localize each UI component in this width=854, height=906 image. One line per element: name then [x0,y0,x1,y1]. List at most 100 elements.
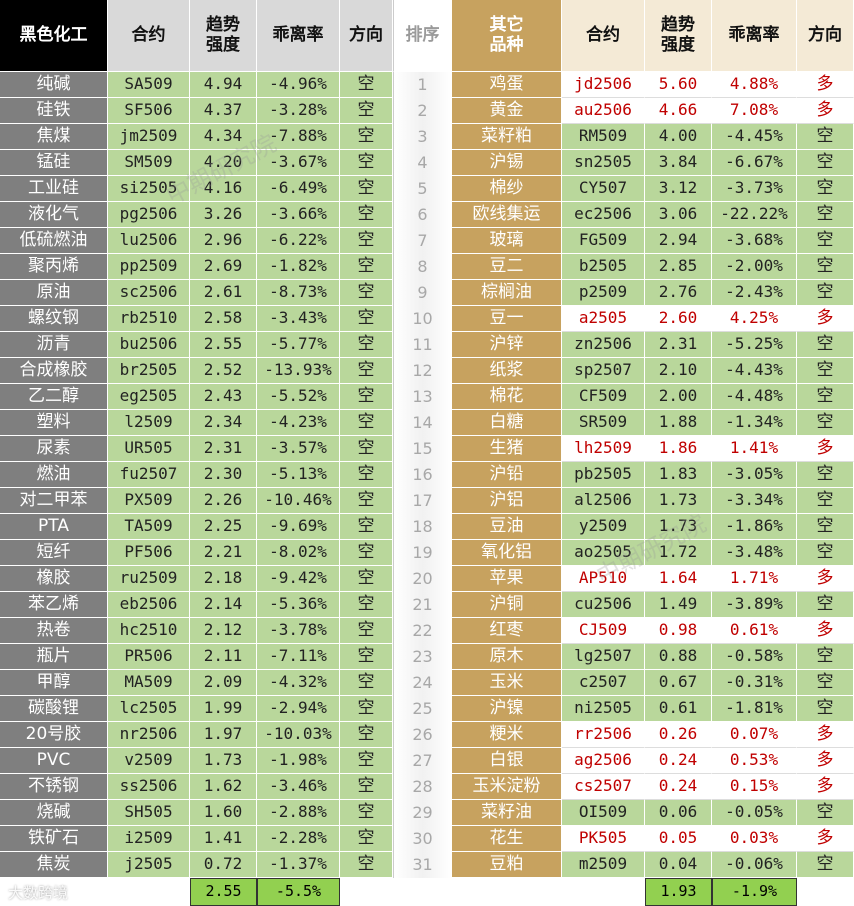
variety-name: 生猪 [452,436,562,462]
direction: 空 [340,644,393,670]
contract: l2509 [108,410,190,436]
variety-name: 铁矿石 [0,826,108,852]
deviation: -1.37% [257,852,340,878]
variety-name: 合成橡胶 [0,358,108,384]
rank: 1 [393,72,452,98]
variety-name: 苹果 [452,566,562,592]
direction: 空 [340,670,393,696]
contract: ec2506 [562,202,645,228]
trend-strength: 1.86 [645,436,712,462]
variety-name: 沪铝 [452,488,562,514]
contract: rr2506 [562,722,645,748]
direction: 空 [340,800,393,826]
rank: 9 [393,280,452,306]
contract: p2509 [562,280,645,306]
direction: 空 [340,696,393,722]
trend-strength: 1.73 [645,514,712,540]
variety-name: 焦炭 [0,852,108,878]
contract: b2505 [562,254,645,280]
contract: CJ509 [562,618,645,644]
contract: CY507 [562,176,645,202]
variety-name: 原木 [452,644,562,670]
trend-strength: 1.97 [190,722,257,748]
deviation: -6.67% [712,150,797,176]
trend-strength: 2.21 [190,540,257,566]
deviation: -2.88% [257,800,340,826]
deviation: -2.00% [712,254,797,280]
direction: 空 [340,618,393,644]
variety-name: 红枣 [452,618,562,644]
variety-name: 瓶片 [0,644,108,670]
watermark: 大数跨境 [8,884,69,902]
contract: RM509 [562,124,645,150]
deviation: 0.03% [712,826,797,852]
variety-name: 碳酸锂 [0,696,108,722]
contract: rb2510 [108,306,190,332]
contract: PR506 [108,644,190,670]
deviation: 1.41% [712,436,797,462]
direction: 空 [340,410,393,436]
header-direction: 方向 [340,0,393,72]
rank: 25 [393,696,452,722]
direction: 空 [797,150,854,176]
deviation: -8.73% [257,280,340,306]
trend-strength: 2.11 [190,644,257,670]
variety-name: 玉米淀粉 [452,774,562,800]
direction: 空 [340,332,393,358]
direction: 空 [340,306,393,332]
trend-strength: 2.25 [190,514,257,540]
deviation: -0.05% [712,800,797,826]
trend-strength: 1.60 [190,800,257,826]
deviation: -3.46% [257,774,340,800]
direction: 空 [797,280,854,306]
direction: 多 [797,72,854,98]
header-name: 其它 品种 [452,0,562,72]
direction: 空 [340,826,393,852]
rank: 21 [393,592,452,618]
trend-strength: 2.34 [190,410,257,436]
contract: jm2509 [108,124,190,150]
direction: 多 [797,722,854,748]
trend-strength: 4.66 [645,98,712,124]
variety-name: 菜籽油 [452,800,562,826]
variety-name: 沪铜 [452,592,562,618]
contract: al2506 [562,488,645,514]
direction: 空 [340,280,393,306]
variety-name: 低硫燃油 [0,228,108,254]
direction: 多 [797,826,854,852]
rank: 4 [393,150,452,176]
trend-strength: 2.60 [645,306,712,332]
contract: sn2505 [562,150,645,176]
rank: 17 [393,488,452,514]
direction: 空 [797,332,854,358]
trend-strength: 1.64 [645,566,712,592]
trend-strength: 0.24 [645,774,712,800]
rank: 13 [393,384,452,410]
variety-name: 氧化铝 [452,540,562,566]
variety-name: 棕榈油 [452,280,562,306]
contract: sc2506 [108,280,190,306]
deviation: -13.93% [257,358,340,384]
variety-name: 燃油 [0,462,108,488]
direction: 空 [340,98,393,124]
variety-name: 20号胶 [0,722,108,748]
variety-name: 玻璃 [452,228,562,254]
contract: ao2505 [562,540,645,566]
header-contract: 合约 [562,0,645,72]
header-rank: 排序 [393,0,452,72]
contract: bu2506 [108,332,190,358]
variety-name: 塑料 [0,410,108,436]
rank: 26 [393,722,452,748]
trend-strength: 0.67 [645,670,712,696]
variety-name: 沪锌 [452,332,562,358]
deviation: -1.82% [257,254,340,280]
deviation: 0.53% [712,748,797,774]
contract: nr2506 [108,722,190,748]
average: -1.9% [712,878,797,906]
deviation: -3.73% [712,176,797,202]
variety-name: 豆二 [452,254,562,280]
trend-strength: 1.99 [190,696,257,722]
contract: CF509 [562,384,645,410]
trend-strength: 2.55 [190,332,257,358]
variety-name: 沪铅 [452,462,562,488]
